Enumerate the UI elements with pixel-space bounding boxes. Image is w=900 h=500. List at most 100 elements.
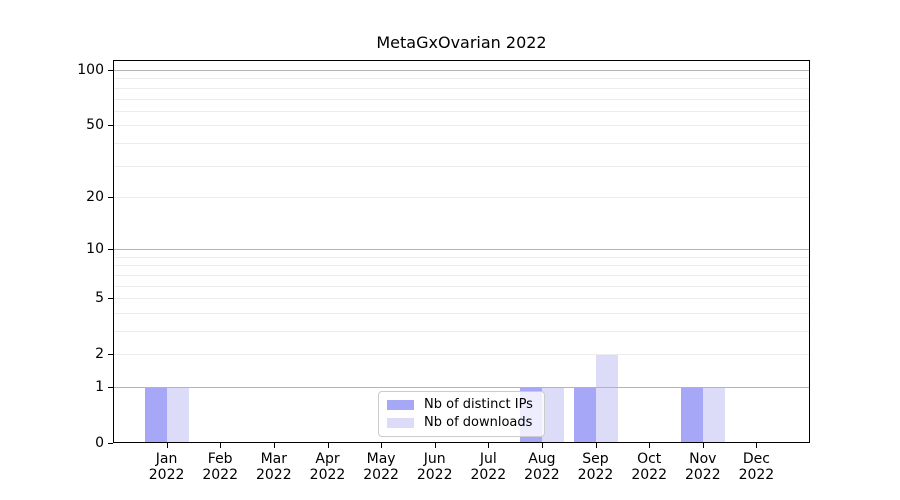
x-tick-label-sep: Sep 2022	[568, 451, 624, 483]
x-tick-mark-jan	[166, 443, 168, 448]
legend-item-distinct-ips: Nb of distinct IPs	[387, 398, 536, 412]
x-tick-label-year: 2022	[416, 466, 453, 483]
y-tick-mark-100	[108, 70, 113, 71]
bar-distinct-ips-jan	[144, 387, 167, 443]
x-tick-label-mar: Mar 2022	[246, 451, 302, 483]
gridline-minor-6	[113, 285, 810, 287]
y-tick-label-5: 5	[95, 290, 104, 307]
y-tick-label-1: 1	[95, 379, 104, 395]
x-tick-mark-sep	[595, 443, 597, 448]
x-tick-label-year: 2022	[524, 466, 560, 483]
gridline-minor-3	[113, 331, 810, 332]
chart-title: MetaGxOvarian 2022	[376, 33, 547, 52]
x-tick-label-year: 2022	[738, 466, 775, 483]
bar-downloads-nov	[702, 387, 725, 443]
legend: Nb of distinct IPs Nb of downloads	[378, 391, 545, 437]
x-tick-mark-jun	[434, 443, 436, 448]
x-tick-label-month: Jan	[155, 451, 178, 467]
gridline-minor-40	[113, 142, 810, 144]
y-tick-mark-1	[108, 387, 113, 388]
y-tick-mark-50	[108, 125, 113, 127]
y-tick-label-20: 20	[86, 188, 104, 205]
gridline-minor-80	[113, 87, 810, 89]
x-tick-mark-dec	[756, 443, 758, 448]
legend-label-distinct-ips: Nb of distinct IPs	[424, 397, 533, 412]
bar-downloads-jan	[166, 387, 189, 443]
y-tick-mark-10	[108, 249, 113, 251]
x-tick-mark-mar	[273, 443, 275, 448]
gridline-minor-70	[113, 98, 810, 100]
bar-downloads-aug	[541, 387, 564, 443]
x-tick-label-may: May 2022	[353, 451, 409, 483]
x-tick-mark-apr	[327, 443, 329, 448]
bar-distinct-ips-sep	[573, 387, 596, 443]
legend-item-downloads: Nb of downloads	[387, 416, 536, 430]
gridline-minor-4	[113, 312, 810, 314]
x-tick-label-month: May	[366, 451, 396, 467]
gridline-major-100	[113, 70, 810, 71]
y-tick-label-50: 50	[86, 117, 104, 134]
x-tick-label-year: 2022	[202, 466, 238, 483]
gridline-minor-30	[113, 165, 810, 167]
x-tick-label-year: 2022	[470, 466, 507, 483]
gridline-minor-50	[113, 125, 810, 127]
x-tick-label-month: Oct	[637, 451, 662, 467]
x-tick-label-apr: Apr 2022	[300, 451, 356, 483]
x-tick-label-year: 2022	[684, 466, 721, 483]
gridline-minor-9	[113, 256, 810, 258]
y-tick-label-2: 2	[95, 346, 104, 363]
gridline-major-1	[113, 387, 810, 388]
x-tick-mark-aug	[541, 443, 543, 448]
gridline-minor-2	[113, 354, 810, 356]
x-tick-label-year: 2022	[363, 466, 399, 483]
x-tick-label-feb: Feb 2022	[192, 451, 248, 483]
y-tick-mark-2	[108, 354, 113, 356]
x-tick-mark-jul	[488, 443, 490, 448]
x-tick-label-month: Dec	[742, 451, 770, 467]
x-tick-label-oct: Oct 2022	[621, 451, 677, 483]
gridline-minor-90	[113, 78, 810, 80]
x-tick-label-year: 2022	[309, 466, 346, 483]
x-tick-label-year: 2022	[631, 466, 667, 483]
x-tick-label-dec: Dec 2022	[728, 451, 784, 483]
x-tick-label-jun: Jun 2022	[407, 451, 463, 483]
x-tick-mark-feb	[220, 443, 222, 448]
gridline-major-10	[113, 249, 810, 251]
x-tick-label-year: 2022	[148, 466, 185, 483]
legend-label-downloads: Nb of downloads	[424, 415, 533, 430]
plot-area	[113, 60, 810, 443]
bar-downloads-sep	[595, 354, 618, 443]
y-tick-label-10: 10	[86, 241, 104, 258]
y-tick-label-100: 100	[77, 62, 104, 78]
x-tick-label-month: Nov	[689, 451, 717, 467]
x-tick-label-nov: Nov 2022	[675, 451, 731, 483]
x-tick-label-month: Apr	[315, 451, 340, 467]
y-tick-mark-20	[108, 196, 113, 198]
y-tick-mark-0	[108, 443, 113, 444]
x-tick-mark-may	[381, 443, 383, 448]
legend-swatch-distinct-ips	[387, 400, 414, 410]
x-tick-label-month: Feb	[207, 451, 233, 467]
x-tick-label-month: Aug	[528, 451, 556, 467]
x-tick-mark-nov	[702, 443, 704, 448]
bar-distinct-ips-nov	[680, 387, 703, 443]
gridlines-layer	[113, 60, 810, 443]
legend-swatch-downloads	[387, 418, 414, 428]
gridline-minor-5	[113, 298, 810, 300]
y-tick-mark-5	[108, 298, 113, 300]
x-tick-label-jul: Jul 2022	[460, 451, 516, 483]
x-tick-label-year: 2022	[577, 466, 614, 483]
y-tick-label-0: 0	[95, 435, 104, 451]
x-tick-label-month: Jun	[423, 451, 446, 467]
gridline-minor-20	[113, 196, 810, 198]
x-tick-label-jan: Jan 2022	[139, 451, 195, 483]
gridline-minor-8	[113, 265, 810, 267]
x-tick-label-aug: Aug 2022	[514, 451, 570, 483]
x-tick-label-month: Mar	[260, 451, 287, 467]
gridline-minor-7	[113, 274, 810, 276]
x-tick-mark-oct	[649, 443, 651, 448]
x-tick-label-year: 2022	[255, 466, 292, 483]
x-tick-label-month: Jul	[479, 451, 497, 467]
x-tick-label-month: Sep	[582, 451, 609, 467]
